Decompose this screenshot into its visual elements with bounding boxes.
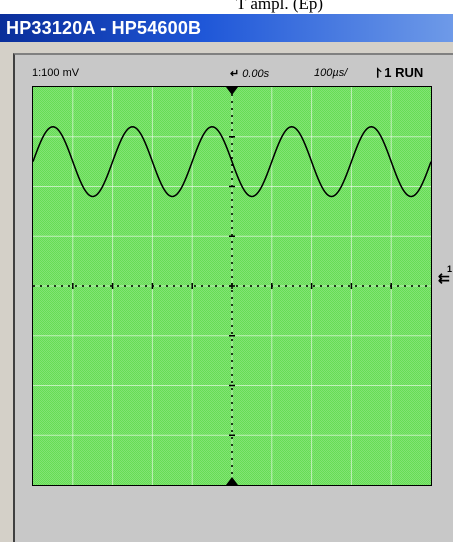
trigger-mode-readout: ⨡ 1 RUN — [376, 65, 423, 81]
trigger-delay-readout: ↵ 0.00s — [230, 67, 269, 80]
oscilloscope-plot — [33, 87, 431, 485]
oscilloscope-screen — [32, 86, 432, 486]
document-text-fragment: T ampl. (Ep) — [236, 0, 324, 13]
trigger-position-marker-icon — [226, 477, 238, 485]
trigger-position-marker-icon — [226, 87, 238, 95]
trigger-channel: 1 — [384, 65, 392, 80]
probe-setting: 1:100 mV — [32, 67, 80, 79]
ground-channel-number: 1 — [447, 264, 453, 274]
run-state: RUN — [395, 65, 424, 80]
window-title-bar[interactable]: HP33120A - HP54600B — [0, 14, 453, 42]
ground-level-marker-icon: ⇇ 1 — [438, 264, 453, 286]
window-title: HP33120A - HP54600B — [6, 18, 202, 38]
trigger-slope-icon: ⨡ — [376, 65, 382, 80]
trigger-delay-value: 0.00s — [242, 68, 270, 80]
scope-status-row: 1:100 mV ↵ 0.00s 100µs/ ⨡ 1 RUN — [30, 64, 453, 82]
trigger-delay-arrow-icon: ↵ — [230, 68, 240, 80]
background-document-fragment: T ampl. (Ep) — [0, 0, 453, 14]
waveform-trace — [33, 126, 431, 198]
timebase-readout: 100µs/ — [314, 67, 348, 79]
